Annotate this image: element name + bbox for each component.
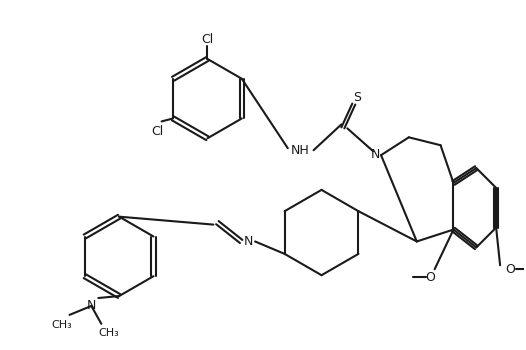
- Text: N: N: [370, 148, 380, 161]
- Text: Cl: Cl: [151, 125, 164, 138]
- Text: Cl: Cl: [201, 33, 214, 46]
- Text: N: N: [87, 300, 96, 313]
- Text: O: O: [505, 263, 515, 276]
- Text: S: S: [353, 91, 361, 104]
- Text: CH₃: CH₃: [99, 328, 119, 338]
- Text: N: N: [244, 235, 253, 248]
- Text: CH₃: CH₃: [51, 320, 72, 330]
- Text: NH: NH: [290, 144, 309, 157]
- Text: O: O: [426, 271, 436, 284]
